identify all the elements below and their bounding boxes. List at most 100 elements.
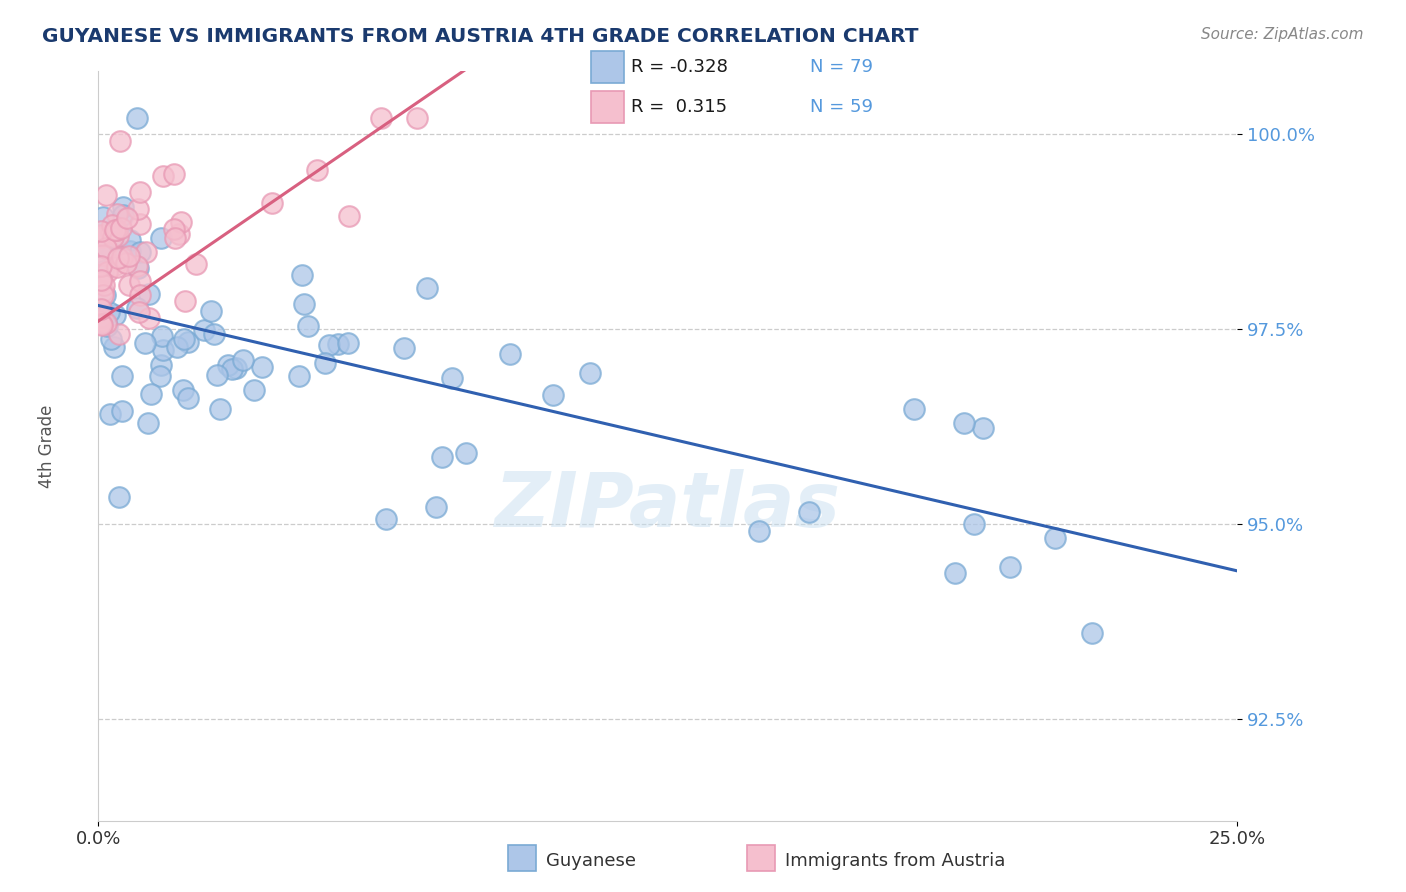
Point xyxy=(90,275,112,289)
Point xyxy=(150,231,173,245)
Point xyxy=(108,326,131,341)
Point xyxy=(375,512,398,526)
Point xyxy=(91,229,114,244)
Point xyxy=(96,265,118,279)
Point xyxy=(456,446,478,460)
Point xyxy=(441,371,464,385)
Point xyxy=(149,369,172,384)
Point xyxy=(90,310,112,324)
Point xyxy=(138,310,160,325)
Point xyxy=(163,231,186,245)
Point xyxy=(170,215,193,229)
Point xyxy=(101,234,124,248)
Point xyxy=(101,230,124,244)
Point xyxy=(193,323,215,337)
Point xyxy=(93,288,115,302)
Point xyxy=(91,247,114,261)
Point xyxy=(128,305,150,319)
Point xyxy=(288,368,311,383)
Point xyxy=(370,112,392,126)
Point xyxy=(107,228,129,243)
Point xyxy=(90,272,112,286)
Point xyxy=(128,288,150,302)
Point xyxy=(541,387,564,401)
Point xyxy=(125,259,148,273)
Point xyxy=(103,340,125,354)
Point xyxy=(111,250,134,264)
Point xyxy=(111,369,134,384)
Point xyxy=(149,358,172,372)
Point xyxy=(90,317,112,331)
Point xyxy=(105,223,128,237)
Point xyxy=(205,368,228,383)
Point xyxy=(173,293,195,308)
Text: GUYANESE VS IMMIGRANTS FROM AUSTRIA 4TH GRADE CORRELATION CHART: GUYANESE VS IMMIGRANTS FROM AUSTRIA 4TH … xyxy=(42,27,918,45)
Text: Guyanese: Guyanese xyxy=(546,852,636,870)
Point xyxy=(430,450,453,465)
Point xyxy=(297,318,319,333)
Point xyxy=(307,163,329,178)
Point xyxy=(125,112,148,126)
Point xyxy=(578,366,600,380)
Text: N = 59: N = 59 xyxy=(810,98,873,116)
Point xyxy=(232,352,254,367)
Point xyxy=(136,416,159,430)
Point xyxy=(200,304,222,318)
Point xyxy=(105,260,128,274)
Point xyxy=(104,259,127,273)
Point xyxy=(150,329,173,343)
Point xyxy=(101,218,124,232)
Point xyxy=(90,318,112,332)
Point xyxy=(96,318,118,333)
Point xyxy=(166,340,188,354)
Point xyxy=(260,196,283,211)
Text: Immigrants from Austria: Immigrants from Austria xyxy=(785,852,1005,870)
Point xyxy=(337,209,360,223)
Point xyxy=(112,208,135,222)
Point xyxy=(972,421,994,435)
Point xyxy=(125,301,148,315)
Point xyxy=(110,221,132,235)
Point xyxy=(963,516,986,531)
Point xyxy=(209,401,232,416)
Point xyxy=(134,335,156,350)
Point xyxy=(90,301,112,316)
Text: 4th Grade: 4th Grade xyxy=(38,404,56,488)
Point xyxy=(394,341,416,355)
Point xyxy=(425,500,447,514)
Point xyxy=(91,312,114,326)
Point xyxy=(152,343,174,357)
Point xyxy=(94,316,117,330)
Text: N = 79: N = 79 xyxy=(810,58,873,76)
Point xyxy=(91,284,114,298)
Point xyxy=(167,227,190,241)
Point xyxy=(94,241,117,255)
Point xyxy=(112,200,135,214)
Point xyxy=(98,224,121,238)
Point xyxy=(105,207,128,221)
Point xyxy=(748,524,770,539)
Point xyxy=(90,224,112,238)
Point xyxy=(252,359,274,374)
Point xyxy=(406,112,429,126)
Point xyxy=(499,347,522,361)
Point xyxy=(152,169,174,183)
Point xyxy=(101,246,124,260)
Bar xyxy=(591,51,624,83)
Point xyxy=(943,566,966,580)
Point xyxy=(177,335,200,350)
Point xyxy=(998,559,1021,574)
Point xyxy=(326,337,349,351)
Point xyxy=(97,305,120,319)
Point xyxy=(115,256,138,270)
Point xyxy=(100,226,122,240)
Point xyxy=(416,281,439,295)
Point xyxy=(314,356,336,370)
Point xyxy=(90,314,112,328)
Point xyxy=(94,288,117,302)
Point xyxy=(318,337,340,351)
Point xyxy=(953,416,976,430)
Point xyxy=(172,383,194,397)
Point xyxy=(202,326,225,341)
Point xyxy=(903,402,925,417)
